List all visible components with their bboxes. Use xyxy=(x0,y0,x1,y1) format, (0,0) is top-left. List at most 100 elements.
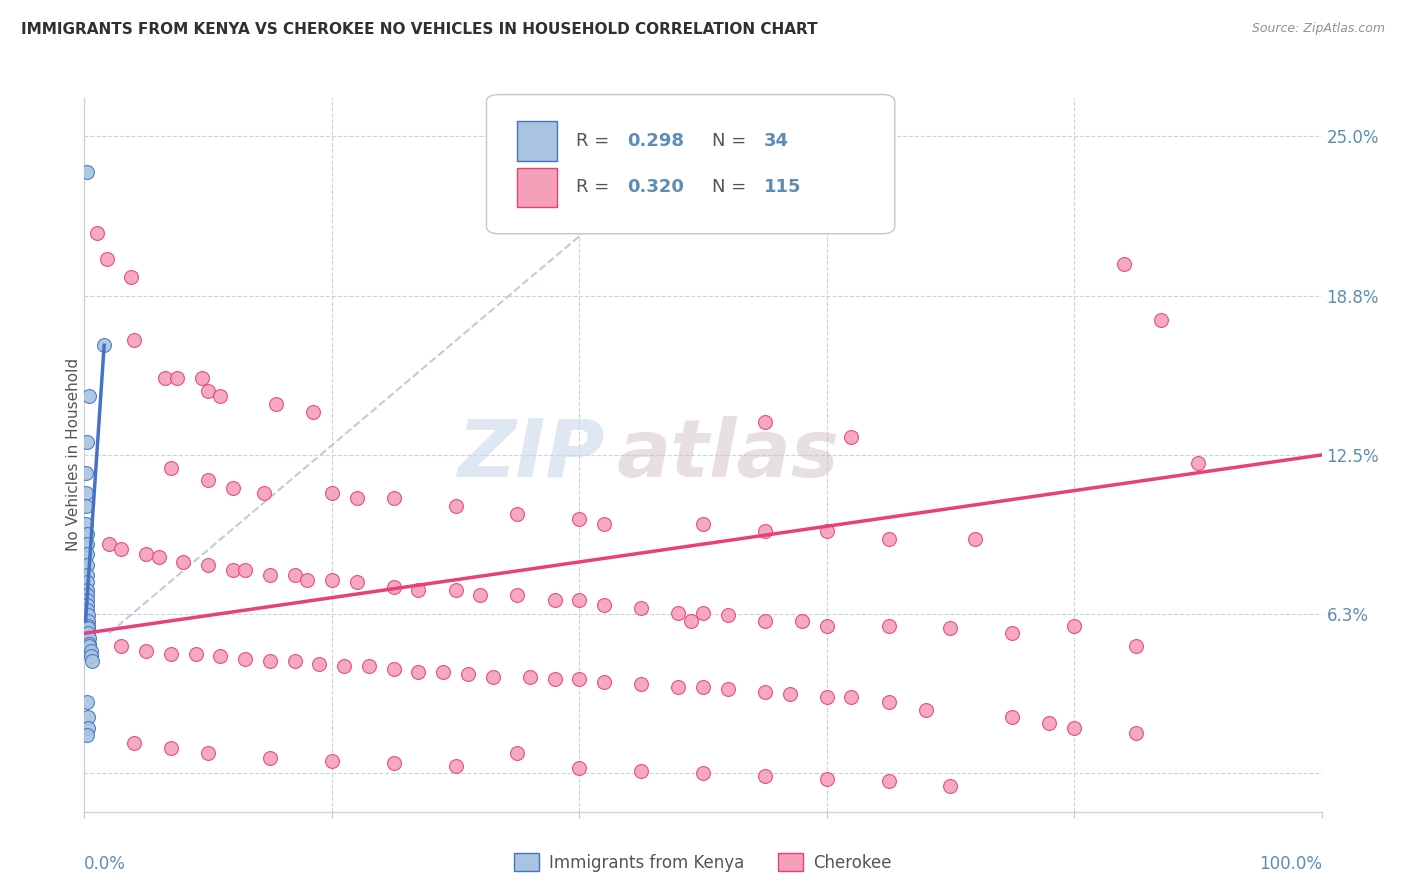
Point xyxy=(593,599,616,613)
Point xyxy=(76,588,98,602)
Point xyxy=(877,618,900,632)
Point xyxy=(666,680,689,694)
Point xyxy=(506,746,529,760)
Point xyxy=(160,741,183,756)
Point xyxy=(295,573,318,587)
Point xyxy=(197,558,219,572)
Point xyxy=(135,547,157,561)
Point xyxy=(75,499,97,513)
Point xyxy=(80,654,103,668)
Point xyxy=(76,567,98,582)
Point xyxy=(79,636,101,650)
Point xyxy=(470,588,492,602)
Text: 115: 115 xyxy=(763,178,801,196)
Point xyxy=(184,647,207,661)
Point xyxy=(76,547,98,561)
Point xyxy=(593,516,616,531)
Legend: Immigrants from Kenya, Cherokee: Immigrants from Kenya, Cherokee xyxy=(508,847,898,879)
Point xyxy=(253,486,276,500)
Point xyxy=(1125,725,1147,739)
Point xyxy=(76,599,98,613)
Point xyxy=(382,581,405,595)
Point xyxy=(754,685,776,699)
Point xyxy=(841,430,863,444)
Point xyxy=(630,764,652,778)
Text: R =: R = xyxy=(575,178,614,196)
Point xyxy=(160,460,183,475)
Text: atlas: atlas xyxy=(616,416,839,494)
Text: 0.298: 0.298 xyxy=(627,132,685,150)
Point xyxy=(1001,626,1024,640)
Text: 0.320: 0.320 xyxy=(627,178,685,196)
Point xyxy=(209,649,232,664)
Text: R =: R = xyxy=(575,132,614,150)
Point xyxy=(568,761,591,775)
Point xyxy=(191,371,214,385)
Point xyxy=(692,516,714,531)
Point xyxy=(79,639,101,653)
Point xyxy=(209,389,232,403)
Point xyxy=(197,384,219,399)
Point xyxy=(568,593,591,607)
Point xyxy=(76,603,98,617)
Point xyxy=(98,537,121,551)
Point xyxy=(408,582,430,597)
Point xyxy=(841,690,863,704)
Point xyxy=(965,532,987,546)
Point xyxy=(77,721,100,735)
Point xyxy=(877,774,900,789)
Point xyxy=(160,647,183,661)
Point xyxy=(382,491,405,506)
Text: 34: 34 xyxy=(763,132,789,150)
Text: IMMIGRANTS FROM KENYA VS CHEROKEE NO VEHICLES IN HOUSEHOLD CORRELATION CHART: IMMIGRANTS FROM KENYA VS CHEROKEE NO VEH… xyxy=(21,22,818,37)
Point xyxy=(122,736,145,750)
Point xyxy=(382,756,405,771)
Point xyxy=(77,608,100,623)
Point xyxy=(754,769,776,783)
Point xyxy=(444,759,467,773)
Point xyxy=(1063,721,1085,735)
Text: Source: ZipAtlas.com: Source: ZipAtlas.com xyxy=(1251,22,1385,36)
Point xyxy=(76,695,98,709)
Point xyxy=(79,389,101,403)
Point xyxy=(717,608,740,623)
Point xyxy=(284,567,307,582)
Point xyxy=(77,621,100,635)
Point xyxy=(77,626,100,640)
Point xyxy=(79,632,101,646)
Point xyxy=(630,677,652,691)
Point xyxy=(506,588,529,602)
Point xyxy=(76,435,98,450)
Point xyxy=(259,567,281,582)
Point xyxy=(754,415,776,429)
Point xyxy=(506,507,529,521)
Point xyxy=(148,549,170,564)
Point xyxy=(939,621,962,635)
Point xyxy=(679,614,702,628)
Text: N =: N = xyxy=(711,132,752,150)
Point xyxy=(75,466,97,480)
Point xyxy=(321,486,343,500)
Point xyxy=(77,614,100,628)
Point xyxy=(914,703,936,717)
Point xyxy=(346,575,368,590)
Point xyxy=(815,618,838,632)
Point xyxy=(284,654,307,668)
Point xyxy=(76,728,98,742)
Point xyxy=(120,269,142,284)
Point xyxy=(76,593,98,607)
Point xyxy=(259,654,281,668)
Point xyxy=(815,524,838,539)
Point xyxy=(79,649,101,664)
Point xyxy=(76,582,98,597)
Point xyxy=(357,659,380,673)
Point xyxy=(77,710,100,724)
Point xyxy=(877,695,900,709)
Point xyxy=(197,746,219,760)
Point xyxy=(543,593,565,607)
Point xyxy=(1063,618,1085,632)
Point xyxy=(333,659,356,673)
Point xyxy=(692,606,714,620)
Point xyxy=(153,371,176,385)
Point xyxy=(779,688,801,702)
